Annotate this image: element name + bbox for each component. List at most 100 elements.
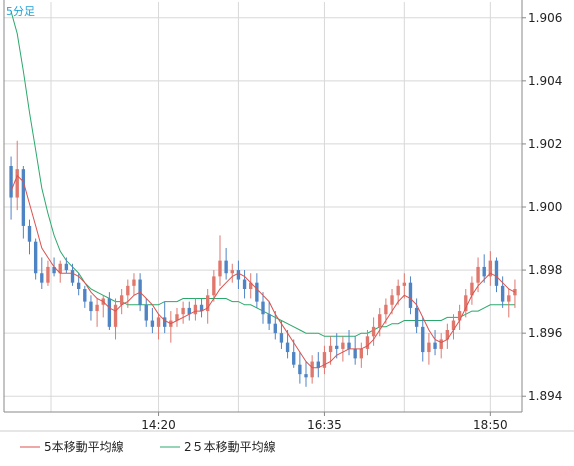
candle-body <box>421 326 425 353</box>
candle-body <box>285 342 290 353</box>
candle-body <box>273 323 277 334</box>
ma5-line-layer <box>10 174 516 369</box>
candle-body <box>359 348 364 359</box>
candle-body <box>126 285 130 296</box>
candle-body <box>40 273 44 283</box>
candle-body <box>242 279 247 289</box>
candle-body <box>414 307 419 327</box>
candle-body <box>236 270 241 280</box>
candle-body <box>206 295 210 312</box>
candle-body <box>15 169 19 198</box>
candle-body <box>193 304 198 315</box>
candle-body <box>482 266 486 277</box>
candle-body <box>322 352 327 368</box>
y-tick-label: 1.898 <box>528 263 562 277</box>
candles-layer <box>9 140 517 387</box>
candle-body <box>267 314 271 324</box>
candle-body <box>396 285 400 296</box>
candle-body <box>199 304 204 312</box>
candle-body <box>433 342 437 349</box>
y-tick-label: 1.896 <box>528 326 562 340</box>
candle-body <box>76 282 81 289</box>
candle-body <box>150 320 155 327</box>
candle-body <box>52 266 56 274</box>
candle-body <box>390 295 394 305</box>
candle-body <box>46 266 50 283</box>
candle-body <box>457 311 462 321</box>
candle-body <box>144 304 148 321</box>
candle-body <box>384 304 388 315</box>
x-tick-label: 16:35 <box>307 418 342 432</box>
candle-body <box>316 361 320 368</box>
legend: 5本移動平均線 2５本移動平均線 <box>20 439 276 454</box>
candle-body <box>218 260 222 277</box>
grid-lines <box>4 2 522 412</box>
candle-body <box>187 307 191 315</box>
candle-body <box>181 307 185 315</box>
candle-body <box>255 282 259 302</box>
candle-body <box>378 314 382 327</box>
candle-body <box>464 295 468 312</box>
candle-body <box>156 317 161 327</box>
y-tick-label: 1.900 <box>528 200 562 214</box>
y-tick-label: 1.902 <box>528 137 562 151</box>
candle-body <box>224 260 228 274</box>
candle-body <box>113 304 118 327</box>
candle-body <box>445 330 450 340</box>
candle-body <box>310 361 314 378</box>
candle-body <box>175 314 179 321</box>
candle-body <box>341 342 345 349</box>
timeframe-label: 5分足 <box>6 5 35 18</box>
candle-body <box>507 295 511 302</box>
x-axis-tick-labels: 14:20 16:35 18:50 <box>141 412 508 432</box>
candle-body <box>279 333 284 343</box>
candle-body <box>347 342 351 349</box>
candle-body <box>494 260 499 286</box>
candle-body <box>261 301 265 315</box>
candle-body <box>470 282 474 296</box>
candle-body <box>439 339 443 349</box>
candle-body <box>162 317 167 327</box>
candle-body <box>298 364 302 375</box>
candle-body <box>230 270 234 274</box>
candle-body <box>476 266 480 283</box>
candle-body <box>335 345 339 349</box>
candle-body <box>58 263 62 274</box>
candle-body <box>132 279 136 286</box>
x-tick-label: 18:50 <box>473 418 508 432</box>
candle-body <box>64 263 69 271</box>
legend-label: 2５本移動平均線 <box>184 439 276 454</box>
y-tick-label: 1.894 <box>528 389 562 403</box>
candle-body <box>500 285 505 302</box>
candle-body <box>33 241 38 274</box>
legend-label: 5本移動平均線 <box>44 439 124 454</box>
y-tick-label: 1.904 <box>528 74 562 88</box>
ma5-line <box>10 174 516 369</box>
candle-body <box>371 326 376 337</box>
candle-body <box>70 270 75 283</box>
candle-body <box>513 289 517 296</box>
candle-body <box>89 301 93 312</box>
candle-body <box>427 342 431 353</box>
candle-body <box>107 298 112 327</box>
candle-body <box>402 282 407 286</box>
candle-body <box>328 345 333 353</box>
candle-body <box>212 276 216 296</box>
candle-body <box>353 348 357 359</box>
candle-body <box>83 289 87 302</box>
y-tick-label: 1.906 <box>528 11 562 25</box>
candle-body <box>9 166 13 198</box>
axes <box>0 0 574 432</box>
candle-body <box>249 282 253 289</box>
candle-body <box>95 304 99 312</box>
y-axis-tick-labels: 1.906 1.904 1.902 1.900 1.898 1.896 1.894 <box>522 11 562 403</box>
candle-body <box>292 352 296 365</box>
candle-body <box>27 225 32 242</box>
candle-body <box>304 374 308 378</box>
candle-body <box>365 336 370 349</box>
candle-body <box>488 260 493 277</box>
candle-body <box>451 320 456 330</box>
